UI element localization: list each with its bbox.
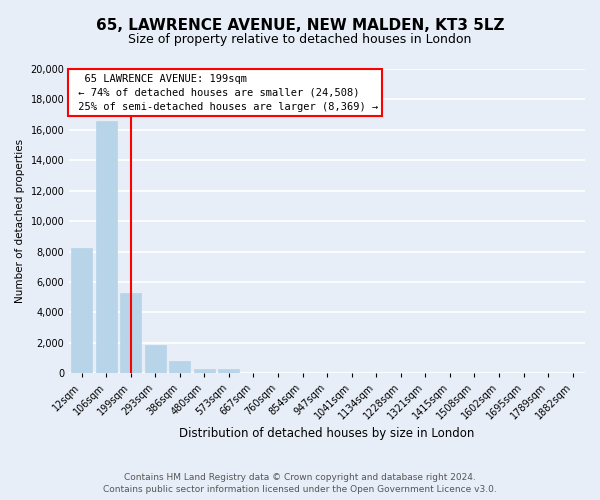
Text: Contains public sector information licensed under the Open Government Licence v3: Contains public sector information licen… bbox=[103, 486, 497, 494]
X-axis label: Distribution of detached houses by size in London: Distribution of detached houses by size … bbox=[179, 427, 475, 440]
Y-axis label: Number of detached properties: Number of detached properties bbox=[15, 139, 25, 303]
Bar bbox=[169, 361, 190, 373]
Text: Size of property relative to detached houses in London: Size of property relative to detached ho… bbox=[128, 32, 472, 46]
Bar bbox=[218, 369, 239, 373]
Bar bbox=[194, 369, 215, 373]
Bar bbox=[145, 345, 166, 373]
Text: 65 LAWRENCE AVENUE: 199sqm
 ← 74% of detached houses are smaller (24,508)
 25% o: 65 LAWRENCE AVENUE: 199sqm ← 74% of deta… bbox=[72, 74, 378, 112]
Bar bbox=[120, 292, 141, 373]
Bar bbox=[71, 248, 92, 373]
Text: 65, LAWRENCE AVENUE, NEW MALDEN, KT3 5LZ: 65, LAWRENCE AVENUE, NEW MALDEN, KT3 5LZ bbox=[96, 18, 504, 32]
Bar bbox=[95, 120, 116, 373]
Text: Contains HM Land Registry data © Crown copyright and database right 2024.: Contains HM Land Registry data © Crown c… bbox=[124, 473, 476, 482]
